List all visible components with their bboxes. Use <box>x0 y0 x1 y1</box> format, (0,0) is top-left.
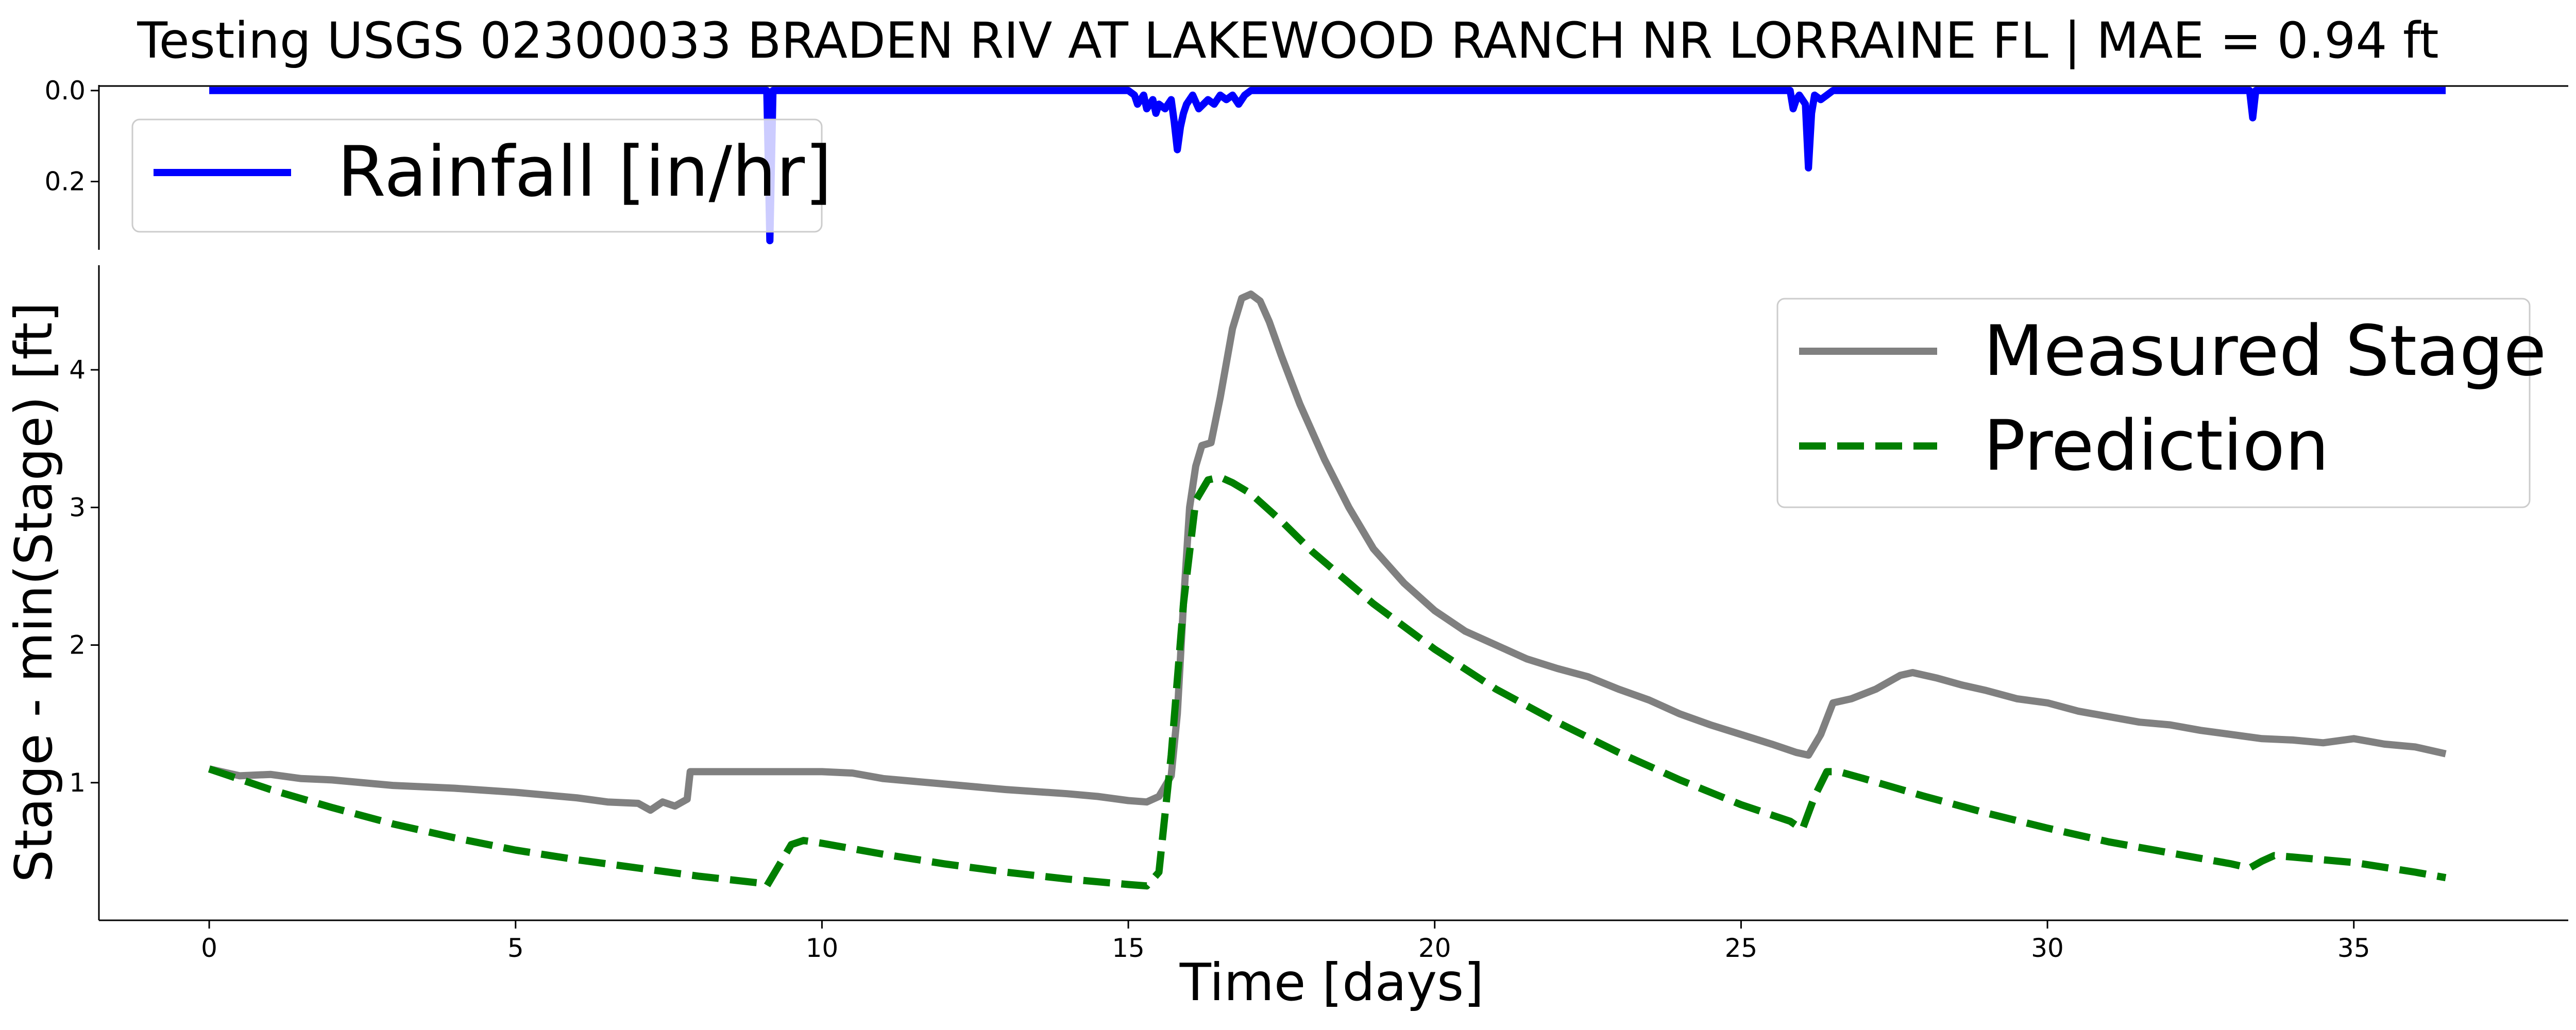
y-tick-label: 4 <box>69 355 86 385</box>
stage-panel: 0 5 10 15 20 25 30 35 1 2 3 4 Time [days] Stage - … <box>4 265 2568 1012</box>
x-tick-label: 30 <box>2031 933 2064 963</box>
rainfall-panel: 0.0 0.2 Rainfall [in/hr] <box>44 76 2568 250</box>
stage-x-ticks: 0 5 10 15 20 25 30 35 <box>201 920 2370 963</box>
x-tick-label: 5 <box>507 933 524 963</box>
stage-series-group <box>208 290 2447 890</box>
measured-stage-line <box>208 290 2447 814</box>
rainfall-y-tick-label: 0.2 <box>44 167 86 197</box>
rainfall-y-tick-label: 0.0 <box>44 76 86 106</box>
rainfall-legend-box <box>131 118 823 233</box>
y-tick-label: 3 <box>69 492 86 522</box>
stage-y-ticks: 1 2 3 4 <box>69 355 99 798</box>
measured-legend-label: Measured Stage <box>1984 311 2546 391</box>
rainfall-line <box>209 87 2446 245</box>
y-tick-label: 2 <box>69 630 86 660</box>
x-axis-label: Time [days] <box>1179 952 1484 1012</box>
x-tick-label: 0 <box>201 933 217 963</box>
rainfall-y-ticks: 0.0 0.2 <box>44 76 99 197</box>
y-tick-label: 1 <box>69 768 86 798</box>
chart-title: Testing USGS 02300033 BRADEN RIV AT LAKE… <box>137 12 2438 70</box>
x-tick-label: 10 <box>806 933 839 963</box>
stage-legend: Measured Stage Prediction <box>1776 298 2546 508</box>
rainfall-legend: Rainfall [in/hr] <box>131 118 832 233</box>
x-tick-label: 35 <box>2337 933 2370 963</box>
x-tick-label: 20 <box>1418 933 1451 963</box>
rainfall-series-group <box>209 87 2446 245</box>
rainfall-legend-label: Rainfall [in/hr] <box>337 131 832 212</box>
y-axis-label: Stage - min(Stage) [ft] <box>4 302 64 883</box>
x-tick-label: 15 <box>1112 933 1145 963</box>
prediction-line <box>208 473 2447 890</box>
x-tick-label: 25 <box>1725 933 1758 963</box>
stage-legend-box <box>1776 298 2531 508</box>
prediction-legend-label: Prediction <box>1984 405 2329 486</box>
